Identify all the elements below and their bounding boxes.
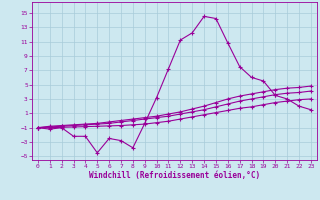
X-axis label: Windchill (Refroidissement éolien,°C): Windchill (Refroidissement éolien,°C): [89, 171, 260, 180]
